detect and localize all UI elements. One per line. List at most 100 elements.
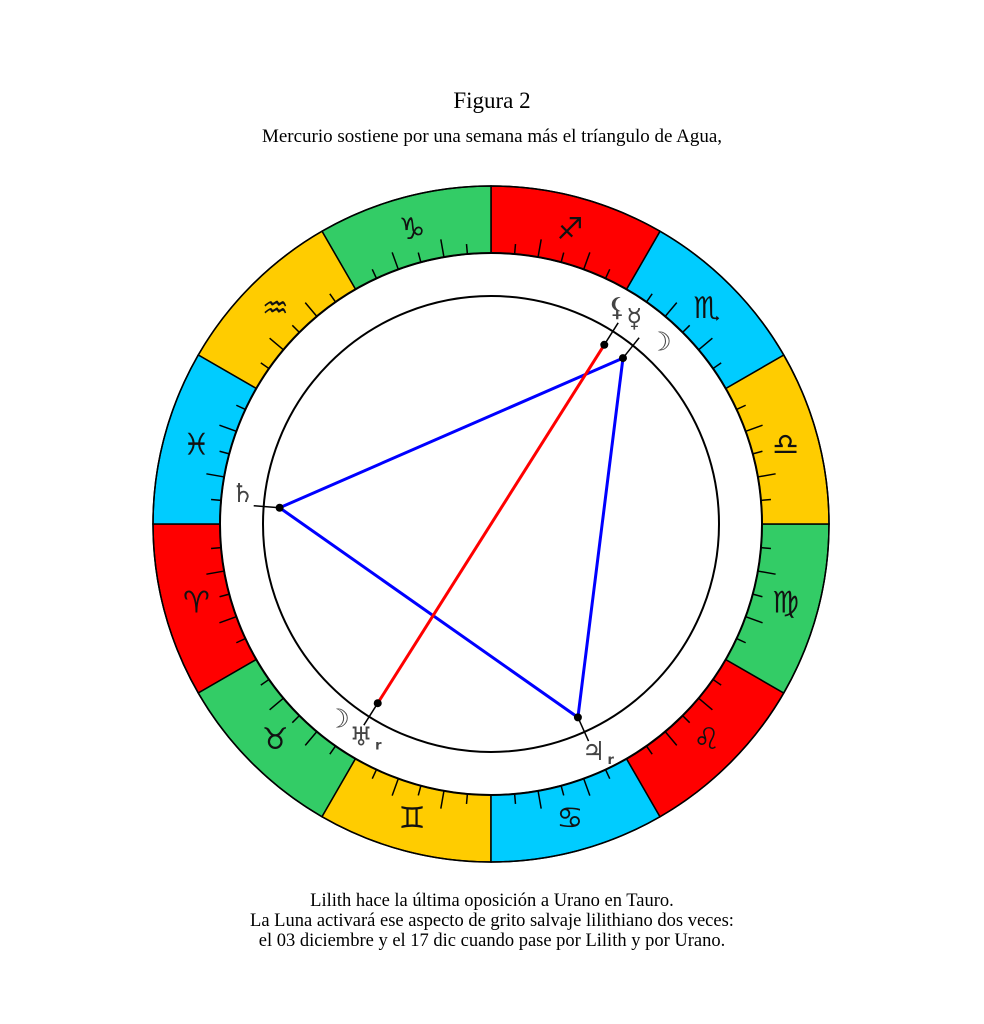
degree-tick (206, 570, 225, 575)
moon-dec-03-glyph: ☽︎ (648, 328, 671, 358)
saturn-glyph: ♄︎ (231, 479, 254, 509)
degree-tick (513, 244, 517, 255)
degree-tick (465, 244, 469, 255)
degree-tick (604, 269, 611, 279)
uranus-retrograde-label: r (375, 739, 382, 754)
degree-tick (304, 302, 318, 317)
degree-tick (752, 593, 763, 598)
pisces-glyph: ♓︎ (183, 428, 210, 463)
saturn-point (275, 503, 284, 512)
degree-tick (752, 450, 763, 455)
libra-glyph: ♎︎ (772, 428, 799, 463)
degree-tick (391, 252, 400, 270)
outer-ring (152, 185, 830, 863)
caption-line-3: el 03 diciembre y el 17 dic cuando pase … (258, 931, 726, 951)
degree-tick (260, 362, 270, 370)
degree-tick (698, 337, 713, 351)
lilith-marker-line (603, 322, 619, 346)
caption: Lilith hace la última oposición a Urano … (0, 891, 984, 951)
degree-tick (682, 715, 691, 724)
degree-tick (371, 769, 378, 779)
lilith-point (600, 340, 609, 349)
degree-tick (417, 252, 422, 263)
scorpio-glyph: ♏︎ (693, 291, 720, 326)
degree-tick (537, 239, 542, 258)
degree-tick (440, 239, 445, 258)
degree-tick (745, 424, 763, 433)
degree-tick (219, 424, 237, 433)
caption-line-1: Lilith hace la última oposición a Urano … (310, 891, 674, 911)
degree-tick (745, 615, 763, 624)
degree-tick (260, 678, 270, 686)
degree-tick (698, 697, 713, 711)
degree-tick (757, 570, 776, 575)
degree-tick (269, 337, 284, 351)
degree-tick (219, 450, 230, 455)
degree-tick (757, 473, 776, 478)
capricorn-glyph: ♑︎ (399, 212, 426, 247)
uranus-glyph: ♅︎ (349, 723, 372, 753)
degree-tick (712, 362, 722, 370)
aspect-line-jupiter-saturn (278, 506, 579, 719)
degree-tick (645, 745, 653, 755)
lilith-glyph: ⚸︎ (608, 293, 627, 323)
degree-tick (560, 785, 565, 796)
degree-tick (304, 731, 318, 746)
degree-tick (645, 293, 653, 303)
degree-tick (211, 546, 222, 550)
saturn-marker-line (253, 504, 280, 509)
degree-tick (604, 769, 611, 779)
degree-tick (206, 473, 225, 478)
degree-tick (664, 731, 678, 746)
aquarius-glyph: ♒︎ (262, 291, 289, 326)
jupiter-glyph: ♃︎ (582, 737, 605, 767)
degree-tick (736, 404, 746, 411)
degree-tick (236, 637, 246, 644)
figure-subtitle: Mercurio sostiene por una semana más el … (261, 126, 723, 147)
degree-tick (219, 593, 230, 598)
degree-tick (537, 790, 542, 809)
uranus-point (373, 699, 382, 708)
degree-tick (417, 785, 422, 796)
mercury-marker-line (622, 337, 640, 359)
aspect-line-mercury-jupiter (576, 357, 625, 718)
degree-tick (371, 269, 378, 279)
caption-line-2: La Luna activará ese aspecto de grito sa… (250, 911, 734, 931)
degree-tick (582, 252, 591, 270)
taurus-glyph: ♉︎ (262, 722, 289, 757)
sagittarius-glyph: ♐︎ (556, 212, 583, 247)
aspect-circle (262, 295, 720, 753)
degree-tick (291, 324, 300, 333)
figure-title: Figura 2 (453, 88, 531, 113)
jupiter-point (573, 713, 582, 722)
zodiac-inner-edge (219, 252, 763, 796)
degree-tick (440, 790, 445, 809)
mercury-glyph: ☿︎ (626, 304, 642, 334)
degree-tick (211, 498, 222, 502)
uranus-marker-line (363, 702, 379, 726)
degree-tick (291, 715, 300, 724)
degree-tick (760, 498, 771, 502)
aries-glyph: ♈︎ (183, 585, 210, 620)
degree-tick (760, 546, 771, 550)
degree-tick (712, 678, 722, 686)
degree-tick (560, 252, 565, 263)
degree-tick (329, 293, 337, 303)
cancer-glyph: ♋︎ (556, 801, 583, 836)
degree-tick (391, 778, 400, 796)
degree-tick (219, 615, 237, 624)
degree-tick (664, 302, 678, 317)
degree-tick (269, 697, 284, 711)
degree-tick (582, 778, 591, 796)
degree-tick (736, 637, 746, 644)
jupiter-retrograde-label: r (607, 753, 614, 768)
degree-tick (465, 793, 469, 804)
jupiter-marker-line (577, 717, 590, 742)
degree-tick (682, 324, 691, 333)
degree-tick (329, 745, 337, 755)
mercury-point (618, 354, 627, 363)
gemini-glyph: ♊︎ (399, 801, 426, 836)
moon-dec-17-glyph: ☽︎ (327, 704, 350, 734)
degree-tick (513, 793, 517, 804)
